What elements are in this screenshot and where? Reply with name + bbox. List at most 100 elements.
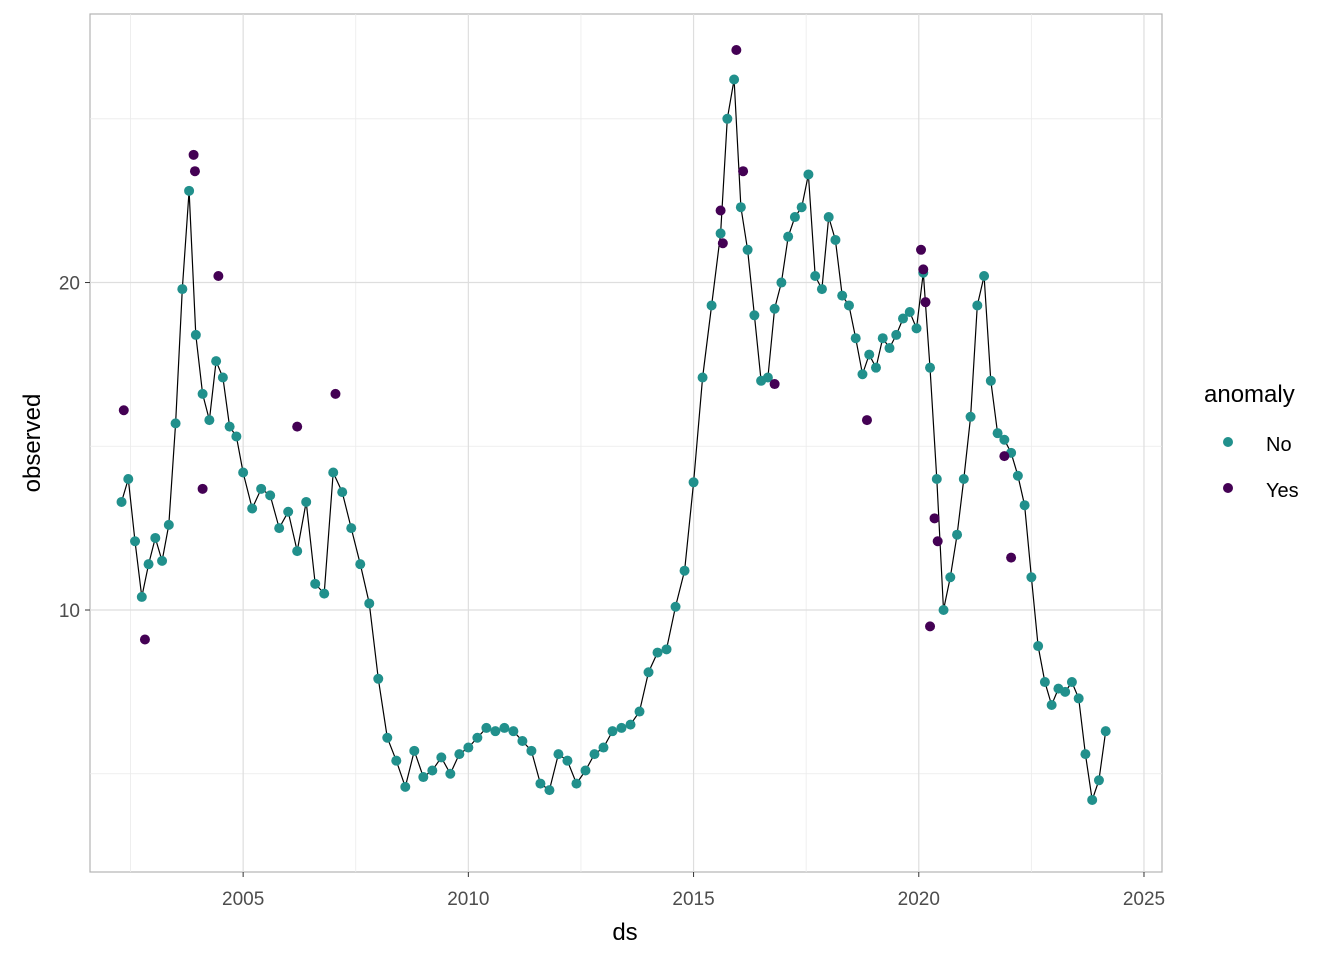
point-no xyxy=(400,781,411,792)
point-no xyxy=(898,313,909,324)
x-axis-title: ds xyxy=(612,919,637,946)
point-no xyxy=(706,300,717,311)
point-no xyxy=(762,372,773,383)
point-no xyxy=(688,477,699,488)
point-no xyxy=(925,362,936,373)
point-no xyxy=(190,329,201,340)
point-no xyxy=(729,74,740,85)
point-no xyxy=(830,234,841,245)
point-no xyxy=(979,270,990,281)
y-axis-title: observed xyxy=(19,394,46,493)
point-no xyxy=(204,415,215,426)
point-no xyxy=(499,722,510,733)
point-no xyxy=(508,726,519,737)
point-yes xyxy=(920,297,931,308)
point-no xyxy=(999,434,1010,445)
point-no xyxy=(1033,641,1044,652)
point-yes xyxy=(213,270,224,281)
grid-lines xyxy=(90,14,1162,872)
point-no xyxy=(850,333,861,344)
point-no xyxy=(796,202,807,213)
point-no xyxy=(238,467,249,478)
point-no xyxy=(938,605,949,616)
point-no xyxy=(217,372,228,383)
point-no xyxy=(231,431,242,442)
point-no xyxy=(157,555,168,566)
point-yes xyxy=(197,483,208,494)
point-no xyxy=(463,742,474,753)
point-no xyxy=(904,307,915,318)
point-yes xyxy=(715,205,726,216)
point-no xyxy=(625,719,636,730)
point-no xyxy=(679,565,690,576)
point-no xyxy=(562,755,573,766)
legend-label-no: No xyxy=(1266,434,1292,456)
point-no xyxy=(1087,794,1098,805)
point-no xyxy=(972,300,983,311)
point-yes xyxy=(929,513,940,524)
point-no xyxy=(292,546,303,557)
point-yes xyxy=(189,166,200,177)
point-yes xyxy=(932,536,943,547)
data-points xyxy=(116,45,1111,805)
point-no xyxy=(1066,677,1077,688)
point-no xyxy=(355,559,366,570)
point-no xyxy=(472,732,483,743)
point-no xyxy=(816,284,827,295)
legend-key-no xyxy=(1223,437,1233,447)
point-no xyxy=(436,752,447,763)
point-no xyxy=(1046,699,1057,710)
x-axis-ticks: 2005 2010 2015 2020 2025 xyxy=(222,872,1165,910)
point-no xyxy=(952,529,963,540)
point-no xyxy=(310,578,321,589)
point-no xyxy=(1060,686,1071,697)
point-no xyxy=(123,474,134,485)
point-yes xyxy=(118,405,129,416)
point-no xyxy=(136,591,147,602)
point-no xyxy=(391,755,402,766)
point-no xyxy=(170,418,181,429)
point-no xyxy=(150,532,161,543)
point-no xyxy=(382,732,393,743)
point-no xyxy=(810,270,821,281)
point-yes xyxy=(918,264,929,275)
point-no xyxy=(945,572,956,583)
point-no xyxy=(526,745,537,756)
point-no xyxy=(490,726,501,737)
point-no xyxy=(116,496,127,507)
point-yes xyxy=(139,634,150,645)
point-no xyxy=(184,185,195,196)
point-no xyxy=(776,277,787,288)
point-no xyxy=(177,284,188,295)
point-no xyxy=(274,523,285,534)
point-no xyxy=(211,356,222,367)
point-no xyxy=(373,673,384,684)
point-no xyxy=(749,310,760,321)
point-yes xyxy=(999,451,1010,462)
point-no xyxy=(445,768,456,779)
point-yes xyxy=(731,45,742,56)
point-no xyxy=(931,474,942,485)
point-no xyxy=(544,785,555,796)
point-no xyxy=(598,742,609,753)
point-no xyxy=(877,333,888,344)
point-yes xyxy=(769,379,780,390)
point-no xyxy=(857,369,868,380)
point-no xyxy=(742,244,753,255)
point-no xyxy=(163,519,174,530)
point-no xyxy=(735,202,746,213)
point-no xyxy=(837,290,848,301)
point-no xyxy=(364,598,375,609)
point-no xyxy=(328,467,339,478)
point-no xyxy=(783,231,794,242)
point-no xyxy=(427,765,438,776)
point-no xyxy=(992,428,1003,439)
point-no xyxy=(891,329,902,340)
point-yes xyxy=(925,621,936,632)
point-no xyxy=(643,667,654,678)
y-axis-ticks: 10 20 xyxy=(59,274,90,622)
point-no xyxy=(197,388,208,399)
point-no xyxy=(143,559,154,570)
x-tick-label: 2010 xyxy=(447,889,489,910)
point-no xyxy=(571,778,582,789)
